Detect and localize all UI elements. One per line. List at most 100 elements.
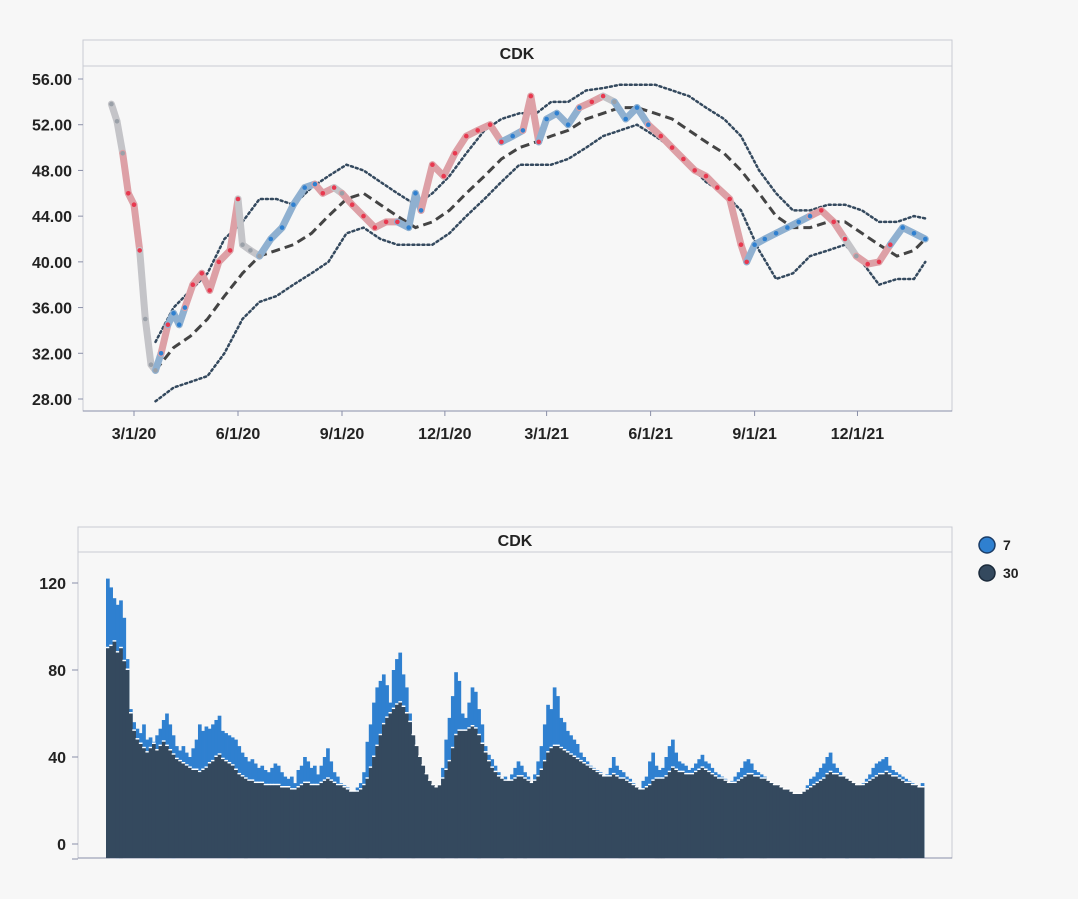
volume-bar-30-edge [549,746,554,749]
volume-bar-30 [710,774,715,858]
volume-bar-30 [355,791,360,858]
volume-bar-30 [273,785,278,858]
volume-bar-30 [749,774,754,858]
volume-bar-30 [434,787,439,858]
volume-bar-30-edge [266,783,271,786]
volume-bar-30 [408,722,412,858]
volume-bar-30-edge [309,783,314,786]
volume-bar-30 [858,785,862,858]
volume-bar-30 [464,730,468,858]
volume-bar-30-edge [901,779,905,781]
volume-bar-30 [730,783,734,858]
volume-bar-30 [109,646,113,858]
volume-bar-30-edge [799,792,803,794]
volume-bar-30 [329,780,334,858]
legend-swatch-30 [978,564,996,582]
price-point [109,101,114,107]
volume-bar-30-edge [766,779,770,781]
legend-swatch-7 [978,536,996,554]
volume-bar-30-edge [191,768,196,770]
volume-bar-30-edge [855,783,859,786]
price-series [107,83,929,403]
volume-bar-30-edge [625,779,629,781]
volume-bar-30-edge [917,786,922,788]
volume-bar-30-edge [437,783,442,786]
volume-bar-30-edge [454,733,458,736]
volume-bar-30 [588,767,593,858]
volume-bar-30-edge [355,790,360,792]
volume-bar-30-edge [122,659,127,662]
price-point [544,116,549,122]
legend-item-30[interactable]: 30 [978,564,1019,582]
volume-bar-30 [736,780,741,858]
price-segment [157,321,172,357]
volume-bar-30-edge [263,783,268,786]
volume-bar-30 [473,728,478,858]
volume-bar-30 [395,704,399,858]
volume-bar-30 [815,783,820,858]
volume-bar-30 [602,776,606,858]
volume-bar-30-edge [418,755,422,757]
volume-bar-30 [743,776,748,858]
price-y-tick-label: 36.00 [32,301,72,318]
legend: 7 30 [978,536,1019,582]
volume-bar-30-edge [168,749,173,751]
volume-bar-30 [260,783,265,858]
volume-bar-30-edge [789,790,793,792]
volume-bar-30 [181,763,186,858]
volume-bar-30 [894,776,899,858]
volume-bar-30-edge [349,790,353,792]
volume-bar-30-edge [920,786,925,788]
volume-bar-30-edge [158,744,163,747]
volume-bar-30-edge [447,759,452,762]
price-point [207,288,212,293]
price-segment [417,161,436,214]
price-point [911,231,917,236]
volume-bar-30 [874,776,879,858]
volume-bar-30-edge [795,792,800,794]
price-y-tick-label: 28.00 [32,392,72,409]
volume-bar-30-edge [326,777,330,779]
volume-bar-30 [306,783,311,858]
volume-bar-30 [197,772,202,858]
volume-bar-30 [142,748,146,858]
volume-bar-30 [319,783,324,858]
volume-bar-30-edge [746,772,751,775]
volume-bar-30-edge [526,779,531,781]
volume-bar-30-edge [713,775,718,777]
volume-bar-30-edge [605,775,610,777]
price-chart: CDK 56.00 52.00 48.00 44.00 40.00 36.00 32.00 2… [32,39,953,443]
price-x-tick-label: 6/1/21 [628,426,673,443]
volume-bar-30 [322,780,327,858]
volume-bar-30-edge [375,744,380,747]
volume-bar-30-edge [621,777,626,779]
volume-bar-30-edge [293,788,297,790]
volume-bar-30 [250,780,255,858]
volume-bar-30-edge [270,783,274,786]
volume-bar-30 [884,772,889,858]
price-point [120,151,125,156]
volume-bar-30-edge [132,729,136,731]
price-point [612,99,617,105]
volume-bar-30-edge [230,764,235,766]
volume-bar-30-edge [907,781,912,784]
upper-band-line [154,83,927,344]
price-segment [527,92,543,146]
volume-bar-30-edge [178,759,182,762]
volume-y-axis: 120 80 40 0 [39,576,78,860]
legend-item-7[interactable]: 7 [978,536,1011,554]
volume-bar-30 [414,746,419,858]
volume-bar-30 [690,774,695,858]
volume-bar-30 [378,735,383,859]
volume-bar-30 [385,717,389,858]
price-segment [130,201,144,254]
price-point [819,208,824,213]
volume-bar-30-edge [575,757,580,760]
price-point [773,231,779,236]
volume-bar-30-edge [756,775,761,777]
volume-bar-30-edge [142,746,146,749]
price-point [216,259,222,265]
volume-bar-30-edge [638,788,642,790]
volume-bar-30-edge [529,781,534,784]
volume-bar-30-edge [733,781,738,784]
